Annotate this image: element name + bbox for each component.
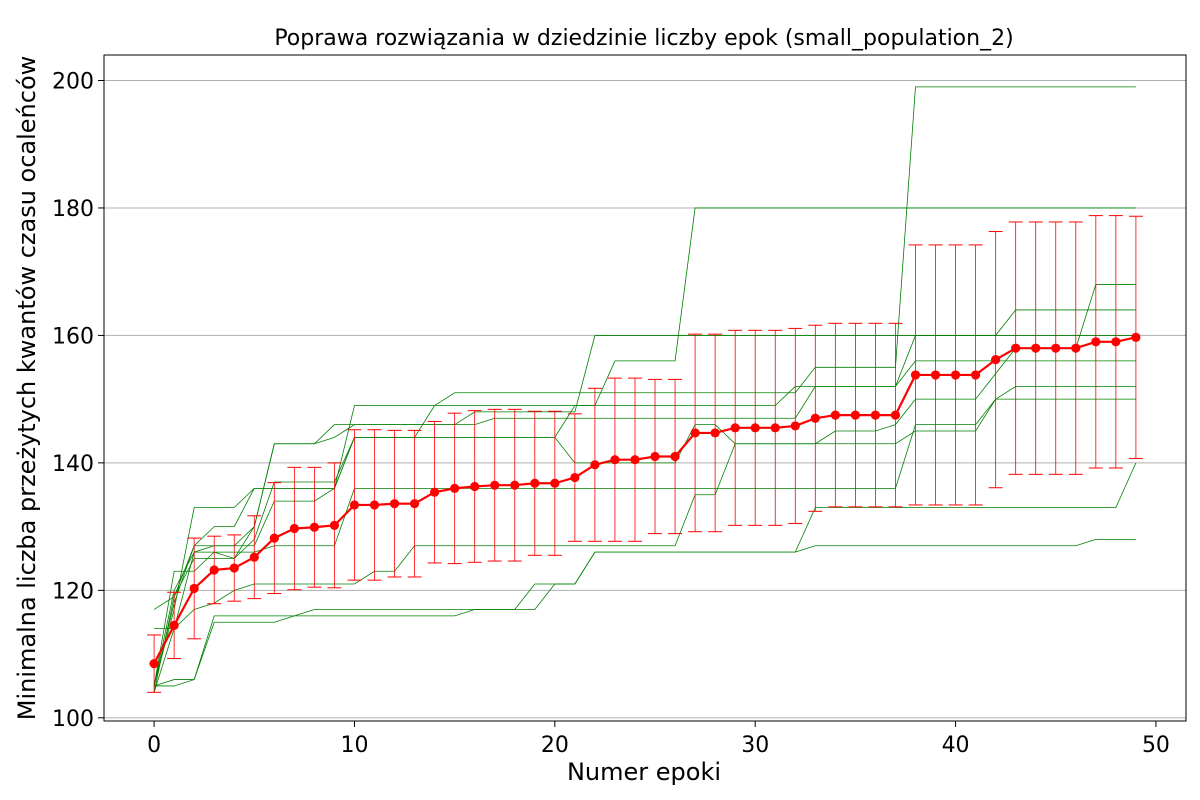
mean-point [670, 451, 680, 462]
mean-point [750, 423, 760, 433]
mean-point [470, 481, 480, 492]
mean-point [830, 410, 840, 420]
mean-point [1111, 337, 1121, 347]
x-tick-label: 40 [942, 733, 970, 758]
mean-point [149, 659, 159, 669]
mean-point [409, 499, 420, 509]
mean-point [870, 410, 881, 420]
mean-point [1051, 343, 1061, 353]
run-line [153, 462, 1137, 687]
mean-point [890, 410, 901, 420]
mean-point [950, 370, 961, 380]
mean-point [630, 455, 640, 465]
mean-point [269, 533, 279, 543]
mean-point [991, 355, 1001, 365]
chart-title: Poprawa rozwiązania w dziedzinie liczby … [274, 26, 1013, 51]
plot-border [103, 54, 1187, 722]
mean-point [189, 583, 199, 594]
mean-point [1011, 343, 1021, 353]
mean-point [289, 523, 299, 534]
mean-point [450, 483, 460, 493]
mean-point [530, 478, 540, 488]
mean-point [1031, 343, 1041, 353]
y-tick-label: 100 [52, 707, 94, 732]
y-tick-label: 180 [52, 197, 94, 222]
x-tick-label: 0 [147, 733, 161, 758]
mean-point [910, 370, 921, 380]
mean-point [1131, 332, 1141, 342]
y-axis-ticks: 100 120 140 160 180 200 [52, 69, 104, 732]
mean-point [730, 423, 740, 433]
mean-point [610, 455, 620, 465]
mean-point [550, 478, 560, 488]
mean-point [389, 499, 400, 509]
run-line [153, 335, 1136, 687]
mean-line-group [149, 332, 1141, 669]
plot-frame [103, 54, 1187, 722]
mean-point [1071, 343, 1081, 353]
mean-point [249, 552, 259, 562]
mean-point [490, 480, 500, 490]
run-line [153, 386, 1136, 693]
y-tick-label: 120 [52, 579, 94, 604]
y-tick-label: 160 [52, 324, 94, 349]
x-tick-label: 20 [541, 733, 569, 758]
mean-point [770, 423, 780, 433]
x-axis-ticks: 0 10 20 30 40 50 [147, 721, 1170, 758]
mean-point [971, 370, 981, 380]
y-axis-label: Minimalna liczba przeżytych kwantów czas… [13, 56, 41, 721]
x-tick-label: 10 [340, 733, 368, 758]
mean-point [309, 522, 319, 532]
y-tick-label: 140 [52, 452, 94, 477]
mean-point [710, 428, 720, 438]
mean-point [690, 428, 700, 438]
y-tick-label: 200 [52, 69, 94, 94]
x-tick-label: 30 [741, 733, 769, 758]
mean-point [209, 565, 219, 575]
mean-point [329, 520, 340, 530]
mean-point [349, 500, 360, 510]
mean-point [570, 472, 580, 483]
mean-point [930, 370, 941, 380]
mean-point [790, 421, 800, 431]
mean-point [169, 620, 179, 631]
mean-point [850, 410, 860, 420]
mean-point [650, 451, 660, 462]
mean-point [810, 413, 820, 423]
mean-point [369, 500, 380, 510]
x-axis-label: Numer epoki [567, 758, 721, 786]
run-line [153, 309, 1136, 693]
x-tick-label: 50 [1142, 733, 1170, 758]
mean-point [229, 563, 239, 573]
run-line [154, 538, 1136, 687]
mean-point [430, 487, 440, 497]
mean-point [590, 460, 600, 470]
mean-point [510, 480, 520, 490]
mean-point [1091, 337, 1101, 347]
